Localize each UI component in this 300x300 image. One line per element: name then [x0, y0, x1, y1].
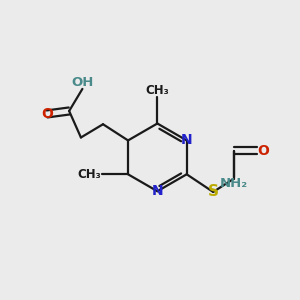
- Text: CH₃: CH₃: [78, 168, 101, 181]
- Text: N: N: [181, 134, 193, 147]
- Text: O: O: [41, 107, 53, 121]
- Text: O: O: [257, 144, 269, 158]
- Text: NH₂: NH₂: [220, 177, 248, 190]
- Text: S: S: [208, 184, 219, 200]
- Text: N: N: [152, 184, 163, 198]
- Text: CH₃: CH₃: [146, 84, 169, 97]
- Text: OH: OH: [71, 76, 94, 89]
